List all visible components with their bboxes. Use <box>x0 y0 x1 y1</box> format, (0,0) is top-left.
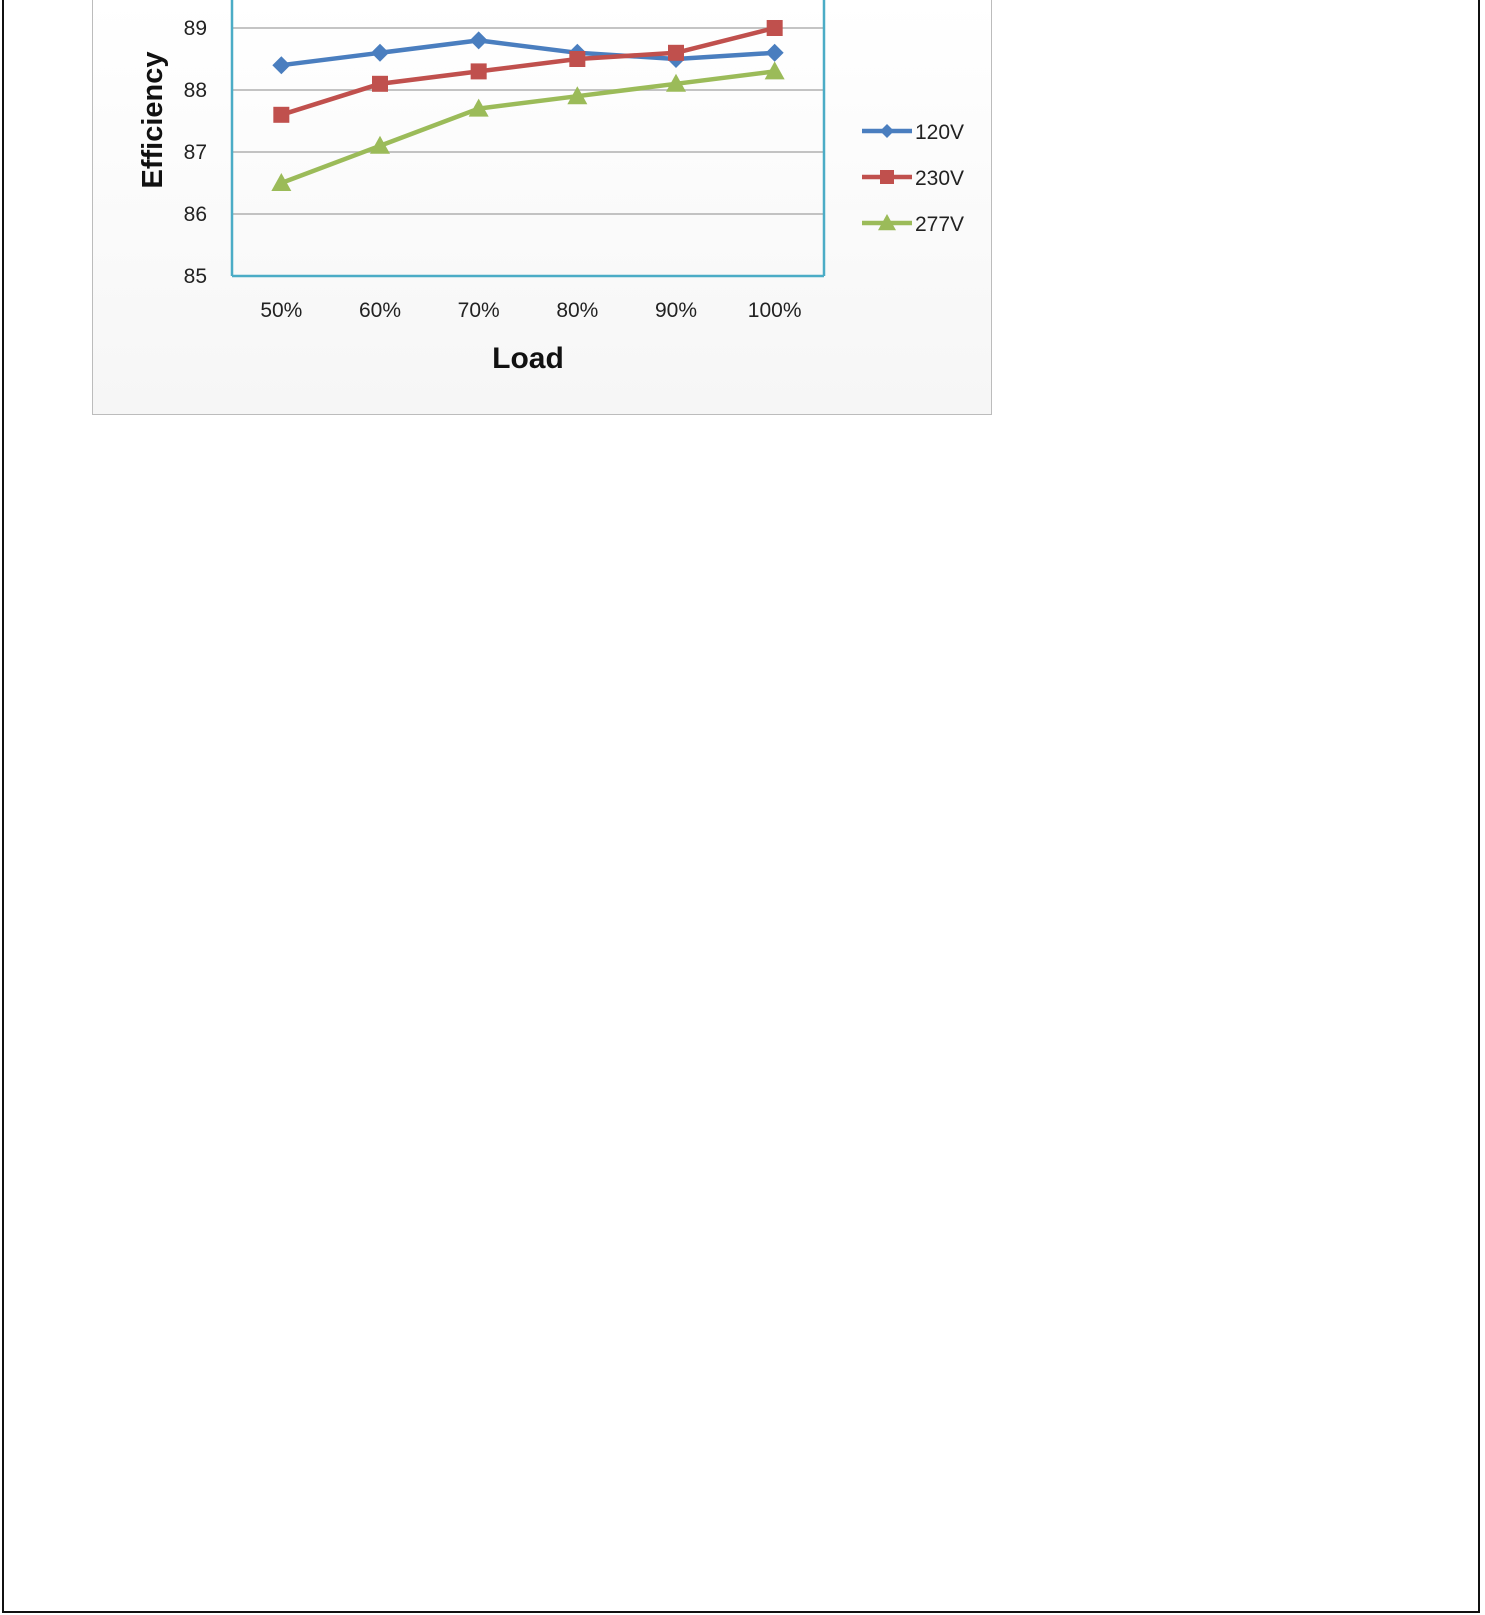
data-point-277v <box>764 61 785 80</box>
series-line-120v <box>281 38 775 68</box>
data-point-120v <box>371 43 389 62</box>
series-line-230v <box>280 25 776 117</box>
data-point-120v <box>469 31 488 50</box>
data-point-277v <box>666 73 686 92</box>
chart-container <box>92 0 992 415</box>
x-axis-title: Load <box>492 342 564 375</box>
data-point-120v <box>765 43 784 62</box>
legend-marker-277v <box>878 214 896 231</box>
x-tick-label: 60% <box>359 299 401 322</box>
data-point-230v <box>766 20 783 36</box>
x-tick-label: 50% <box>260 299 302 322</box>
data-point-230v <box>372 75 388 92</box>
series-line-277v <box>280 69 775 186</box>
y-tick-label: 88 <box>184 79 207 102</box>
legend-marker-230v <box>880 170 894 184</box>
data-point-120v <box>272 56 291 75</box>
data-point-277v <box>271 173 292 191</box>
data-point-277v <box>370 135 390 154</box>
data-point-230v <box>470 63 487 80</box>
legend-marker-120v <box>880 124 894 138</box>
legend-label-120v: 120V <box>915 121 964 144</box>
data-point-277v <box>567 86 588 105</box>
x-tick-label: 100% <box>748 299 802 322</box>
legend-label-230v: 230V <box>915 167 964 190</box>
y-tick-label: 87 <box>184 141 207 164</box>
y-tick-label: 89 <box>184 17 207 40</box>
y-tick-label: 86 <box>184 203 207 226</box>
data-point-230v <box>668 44 684 61</box>
x-tick-label: 70% <box>458 299 500 322</box>
x-tick-label: 90% <box>655 299 697 322</box>
x-tick-label: 80% <box>556 299 598 322</box>
y-axis-title: Efficiency <box>137 52 169 189</box>
data-point-230v <box>569 51 586 67</box>
y-tick-label: 85 <box>184 265 207 288</box>
legend-label-277v: 277V <box>915 213 964 236</box>
data-point-230v <box>273 106 290 123</box>
data-point-277v <box>468 98 489 117</box>
